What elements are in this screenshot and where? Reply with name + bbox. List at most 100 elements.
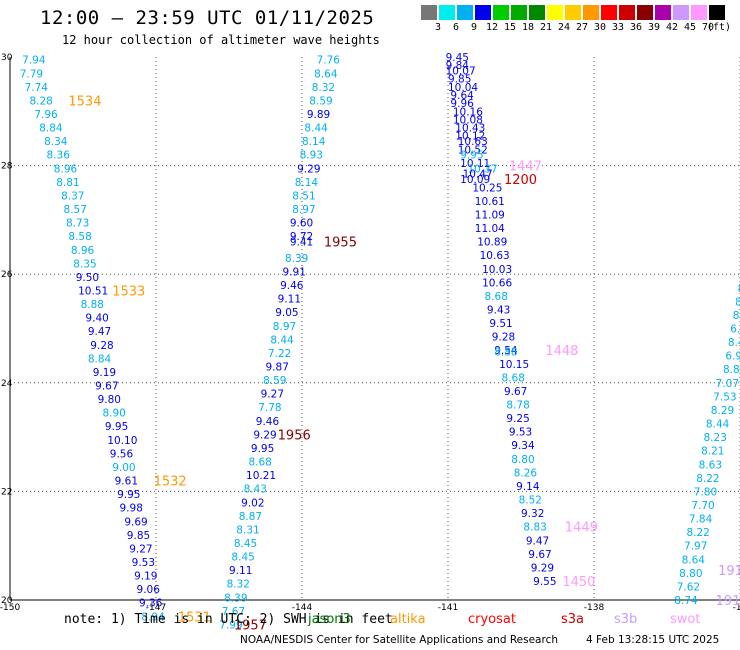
scale-label: 24 [557,22,571,33]
lat-tick-label: 30 [1,53,13,63]
scale-swatch [691,5,707,20]
page-subtitle: 12 hour collection of altimeter wave hei… [62,33,380,47]
scale-label: 39 [647,22,661,33]
wave-height-value: 9.02 [241,497,264,509]
legend-row: note: 1) Time is in UTC; 2) SWH is in fe… [0,612,740,632]
lat-tick-label: 20 [1,596,13,606]
legend-altika: altika [390,612,426,627]
wave-height-value: 8.22 [696,473,719,485]
legend-cryosat: cryosat [468,612,516,627]
wave-height-value: 8.96 [54,163,78,175]
scale-swatch [475,5,491,20]
wave-height-value: 9.19 [134,571,157,583]
wave-height-value: 10.25 [472,182,502,194]
wave-height-value: 8.31 [236,524,259,536]
scale-label: 33 [611,22,625,33]
wave-height-value: 8.52 [519,495,542,507]
scale-swatch [421,5,437,20]
wave-height-value: 8.83 [523,522,546,534]
wave-height-value: 9.67 [504,386,527,398]
wave-height-value: 6.97 [725,351,740,363]
scale-label: 45 [683,22,697,33]
wave-height-value: 7.97 [684,541,707,553]
wave-height-value: 8.45 [234,538,257,550]
lat-tick-label: 24 [1,379,13,389]
wave-height-value: 8.88 [81,299,104,311]
pass-time-label: 1955 [324,236,357,251]
wave-height-value: 9.64 [450,90,474,102]
wave-height-value: 8.68 [485,291,508,303]
scale-label: 12 [485,22,499,33]
wave-height-value: 8.36 [47,150,71,162]
wave-height-value: 9.67 [95,381,118,393]
wave-height-value: 10.63 [480,250,510,262]
wave-height-value: 9.85 [448,74,471,86]
lat-tick-label: 26 [1,270,13,280]
wave-height-value: 10.04 [448,82,478,94]
wave-height-value: 9.51 [489,318,512,330]
scale-swatch [619,5,635,20]
wave-height-value: 7.99 [219,619,242,631]
wave-height-value: 8.22 [686,527,709,539]
pass-time-label: 1918 [718,564,740,579]
wave-height-value: 7.70 [691,500,714,512]
scale-swatch [583,5,599,20]
wave-height-value: 9.56 [110,448,134,460]
wave-height-value: 10.66 [482,277,512,289]
wave-height-value: 9.36 [139,598,163,610]
wave-height-value: 7.84 [689,514,713,526]
wave-height-value: 9.28 [90,340,113,352]
pass-time-label: 1447 [509,160,542,175]
wave-height-value: 8.59 [309,95,332,107]
scale-swatch [511,5,527,20]
wave-height-value: 9.98 [120,503,143,515]
wave-height-value: 11.09 [475,209,505,221]
wave-height-value: 10.89 [477,237,507,249]
wave-height-value: 8.78 [506,400,529,412]
wave-height-value: 8.43 [244,484,267,496]
wave-height-value: 10.07 [446,66,476,78]
wave-height-value: 8.58 [68,231,91,243]
wave-height-value: 8.68 [502,372,525,384]
wave-height-value: 8.97 [273,321,296,333]
wave-height-value: 8.40 [728,337,740,349]
wave-height-value: 7.53 [713,391,736,403]
wave-height-value: 10.51 [78,285,108,297]
wave-height-value: 8.29 [711,405,734,417]
wave-height-value: 9.53 [132,557,155,569]
wave-height-value: 8.28 [29,95,52,107]
wave-height-value: 8.34 [44,136,68,148]
wave-height-value: 9.55 [533,576,556,588]
wave-height-value: 9.61 [115,476,138,488]
wave-height-value: 8.74 [674,595,698,607]
wave-height-value: 8.84 [39,123,63,135]
lon-tick-label: -13 [733,603,740,613]
wave-height-value: 9.40 [85,313,108,325]
wave-height-value: 8 [738,283,740,295]
wave-height-value: 9.27 [129,543,152,555]
wave-height-value: 8.44 [304,123,328,135]
wave-height-value: 7.79 [20,68,43,80]
wave-height-value: 9.11 [229,565,252,577]
wave-height-value: 9.11 [278,294,301,306]
wave-height-value: 8.63 [699,459,722,471]
wave-height-value: 9.05 [275,307,298,319]
wave-height-value: 7.76 [317,55,341,67]
scale-label: 6 [452,22,460,33]
wave-height-value: 9.96 [450,98,474,110]
wave-height-value: 10.15 [499,359,529,371]
wave-height-value: 7.80 [694,486,717,498]
wave-height-value: 9.80 [98,394,121,406]
wave-height-value: 9.53 [509,427,532,439]
wave-height-value: 8.0 [733,310,740,322]
pass-time-label: 1532 [154,475,187,490]
scale-label: 70 [701,22,715,33]
lat-tick-label: 22 [1,487,12,497]
wave-height-value: 10.10 [107,435,137,447]
wave-height-value: 8.87 [239,511,262,523]
wave-height-value: 9.41 [290,237,313,249]
pass-time-label: 1531 [178,610,211,625]
wave-height-value: 8.80 [511,454,534,466]
wave-height-value: 8.32 [312,82,335,94]
